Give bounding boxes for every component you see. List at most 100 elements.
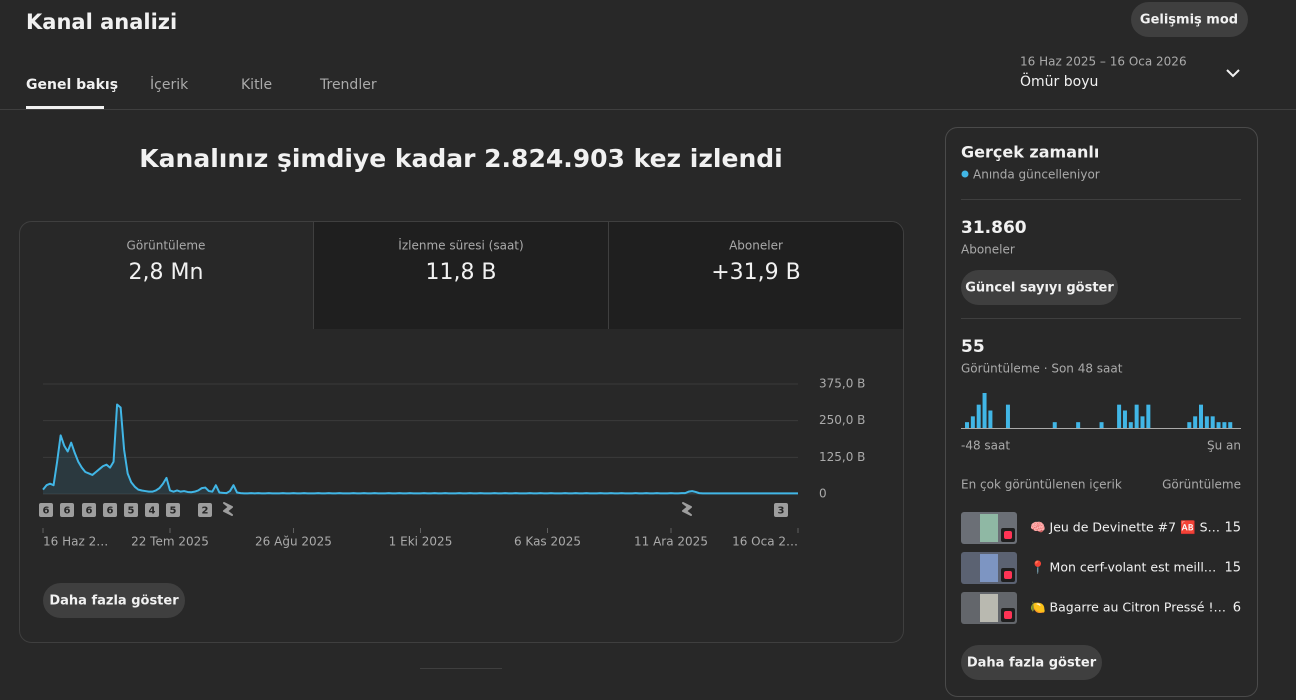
period-dropdown-icon[interactable] <box>1226 69 1240 78</box>
realtime-bar <box>1187 422 1192 428</box>
marker-badge[interactable] <box>166 503 180 517</box>
realtime-bar <box>1216 422 1221 428</box>
content-views: 15 <box>1224 521 1241 536</box>
marker-badge[interactable] <box>82 503 96 517</box>
x-tick-label: 16 Oca 2… <box>732 535 798 549</box>
x-tick-label: 11 Ara 2025 <box>634 535 708 549</box>
area <box>43 404 798 494</box>
realtime-more-button[interactable] <box>961 645 1102 680</box>
y-tick-label: 125,0 B <box>819 450 865 464</box>
realtime-bar <box>988 410 993 428</box>
metric-label[interactable]: Görüntüleme <box>127 239 206 253</box>
marker-badge[interactable] <box>60 503 74 517</box>
subscriber-count: 31.860 <box>961 218 1027 238</box>
y-tick-label: 375,0 B <box>819 377 865 391</box>
realtime-status: Anında güncelleniyor <box>973 168 1100 182</box>
tab[interactable]: Trendler <box>319 77 377 93</box>
content-views: 6 <box>1233 601 1241 616</box>
marker-count: 5 <box>128 506 135 517</box>
date-range: 16 Haz 2025 – 16 Oca 2026 <box>1020 55 1187 69</box>
marker-badge[interactable] <box>145 503 159 517</box>
realtime-bar <box>1122 410 1127 428</box>
realtime-more-label: Daha fazla göster <box>967 656 1097 671</box>
marker-badge[interactable] <box>39 503 53 517</box>
realtime-bar <box>1134 404 1139 428</box>
realtime-bar <box>1076 422 1081 428</box>
x-tick-label: 22 Tem 2025 <box>131 535 209 549</box>
metric-value[interactable]: 11,8 B <box>425 260 496 285</box>
metric-label[interactable]: Aboneler <box>729 239 783 253</box>
shorts-badge-icon <box>1004 571 1012 579</box>
shorts-marker[interactable] <box>223 502 233 516</box>
tab-active[interactable]: Genel bakış <box>26 77 118 93</box>
content-views: 15 <box>1224 561 1241 576</box>
marker-count: 4 <box>149 506 156 517</box>
thumbnail-art <box>980 514 998 542</box>
advanced-mode-button[interactable] <box>1131 2 1248 37</box>
thumbnail-art <box>980 554 998 582</box>
top-content-heading: En çok görüntülenen içerik <box>961 478 1122 492</box>
shorts-badge-icon <box>1004 611 1012 619</box>
realtime-bar <box>970 416 975 428</box>
more-button-label: Daha fazla göster <box>49 594 179 609</box>
top-content-metric: Görüntüleme <box>1162 478 1241 492</box>
realtime-bar <box>1199 404 1203 428</box>
tab[interactable]: İçerik <box>150 75 189 93</box>
y-tick-label: 0 <box>819 487 827 501</box>
realtime-bar <box>1128 422 1133 428</box>
advanced-mode-label: Gelişmiş mod <box>1140 13 1238 28</box>
realtime-axis-end: Şu an <box>1207 439 1241 453</box>
x-tick-label: 1 Eki 2025 <box>389 535 453 549</box>
marker-badge[interactable] <box>103 503 117 517</box>
realtime-bar <box>1005 404 1010 428</box>
marker-count: 6 <box>86 506 93 517</box>
realtime-bar <box>1204 416 1209 428</box>
shorts-marker[interactable] <box>682 502 692 516</box>
top-content-row[interactable]: 🍋 Bagarre au Citron Pressé !… 6 <box>961 592 1241 624</box>
event-markers: 6 6 6 6 5 4 5 2 3 <box>39 502 788 517</box>
realtime-card <box>945 127 1258 697</box>
more-button[interactable] <box>43 583 185 618</box>
top-content-row[interactable]: 🧠 Jeu de Devinette #7 🆎 S… 15 <box>961 512 1241 544</box>
marker-badge[interactable] <box>198 503 212 517</box>
content-title: 🍋 Bagarre au Citron Pressé !… <box>1030 600 1226 615</box>
realtime-axis-start: -48 saat <box>961 439 1010 453</box>
realtime-bar <box>1210 416 1215 428</box>
metric-value[interactable]: +31,9 B <box>711 260 801 285</box>
realtime-bar <box>1140 416 1145 428</box>
period[interactable]: Ömür boyu <box>1020 72 1098 90</box>
metric-value[interactable]: 2,8 Mn <box>129 260 204 285</box>
top-content-row[interactable]: 📍 Mon cerf-volant est meill… 15 <box>961 552 1241 584</box>
line <box>42 403 798 495</box>
realtime-bar <box>1099 422 1104 428</box>
metric-label[interactable]: İzlenme süresi (saat) <box>398 238 523 253</box>
thumbnail-art <box>980 594 998 622</box>
realtime-bar <box>1117 404 1122 428</box>
realtime-bar <box>1193 416 1198 428</box>
subscriber-label: Aboneler <box>961 243 1015 257</box>
y-tick-label: 250,0 B <box>819 413 865 427</box>
tab-indicator <box>26 106 104 109</box>
realtime-bar <box>1052 422 1057 428</box>
page-title: Kanal analizi <box>26 10 177 34</box>
headline: Kanalınız şimdiye kadar 2.824.903 kez iz… <box>139 144 782 173</box>
current-count-button[interactable] <box>961 270 1118 305</box>
views-chart: 0 125,0 B 250,0 B 375,0 B 16 Haz 2… 22 Tem 20… <box>42 377 865 549</box>
realtime-bar <box>982 393 987 428</box>
recent-views: 55 <box>961 337 985 357</box>
tab[interactable]: Kitle <box>241 77 272 93</box>
realtime-bar <box>976 404 981 428</box>
marker-badge[interactable] <box>124 503 138 517</box>
realtime-bar <box>1146 404 1151 428</box>
realtime-bars <box>965 393 1233 428</box>
recent-views-label: Görüntüleme · Son 48 saat <box>961 362 1123 376</box>
current-count-label: Güncel sayıyı göster <box>965 281 1114 296</box>
realtime-bar <box>965 422 969 428</box>
content-title: 📍 Mon cerf-volant est meill… <box>1030 560 1216 575</box>
shorts-badge-icon <box>1004 531 1012 539</box>
marker-badge[interactable] <box>774 503 788 517</box>
realtime-bar <box>1228 422 1233 428</box>
marker-count: 2 <box>202 506 209 517</box>
